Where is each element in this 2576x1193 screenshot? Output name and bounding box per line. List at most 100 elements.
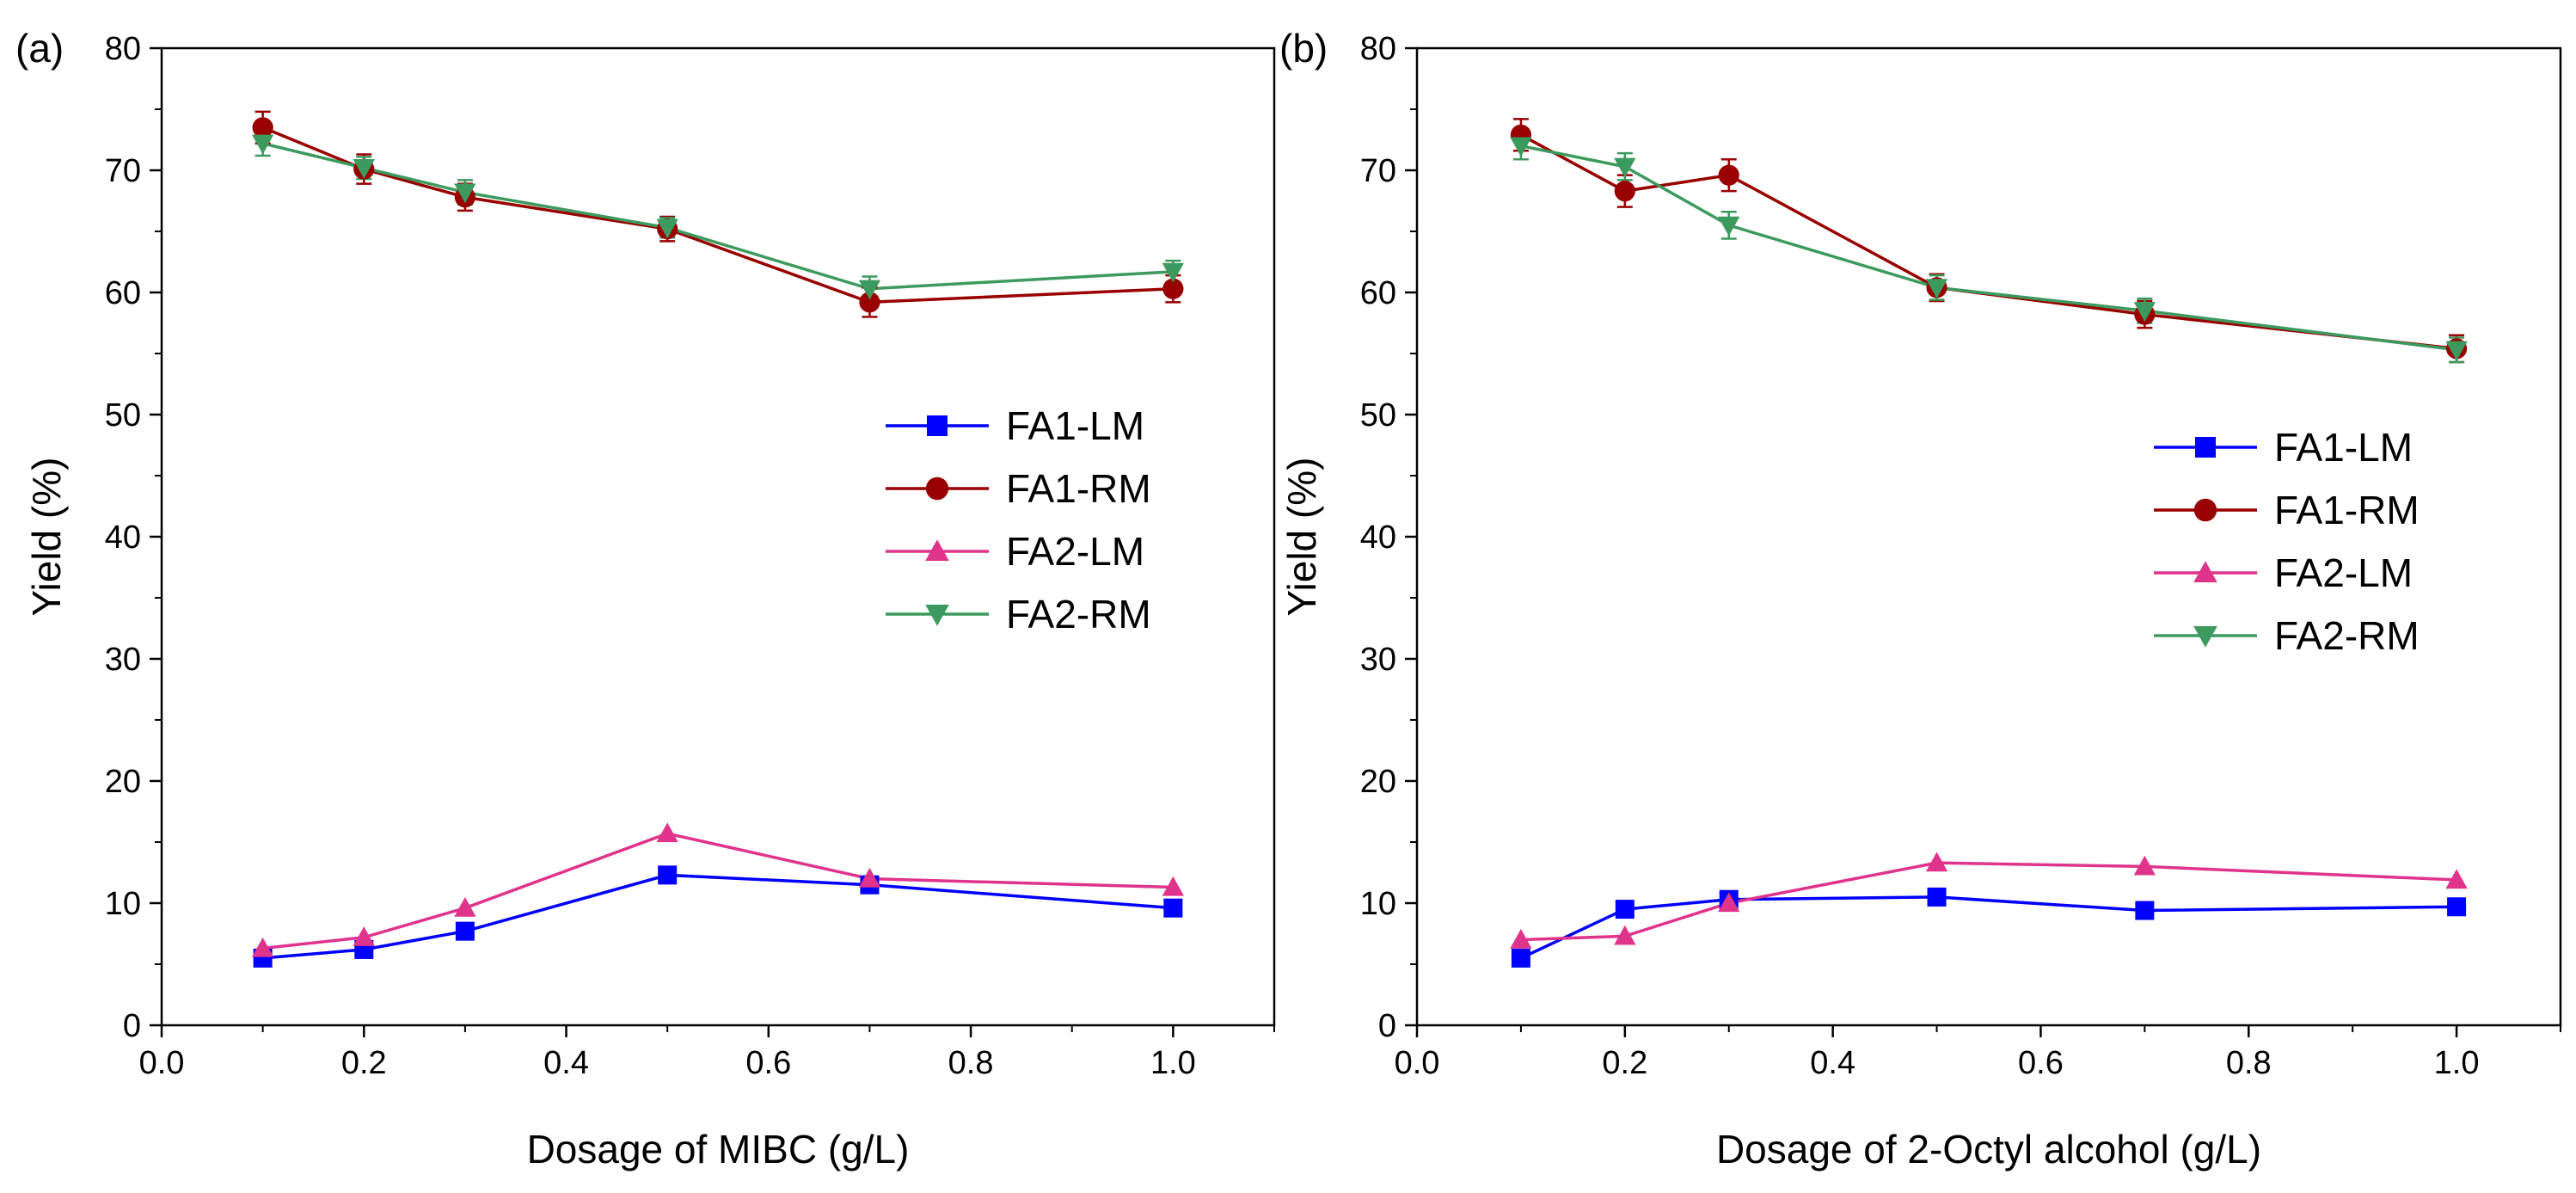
legend-marker-FA2-LM bbox=[2193, 561, 2217, 583]
legend-marker-FA1-RM bbox=[925, 477, 949, 501]
x-tick-label: 0.4 bbox=[543, 1045, 589, 1081]
legend-marker-FA1-LM bbox=[927, 415, 948, 436]
y-axis-title: Yield (%) bbox=[1279, 458, 1324, 617]
data-point-FA2-RM bbox=[656, 218, 678, 239]
y-tick-label: 10 bbox=[105, 886, 141, 922]
data-point-FA2-LM bbox=[1925, 852, 1948, 872]
panel-label: (a) bbox=[15, 26, 64, 71]
y-tick-label: 50 bbox=[105, 397, 141, 434]
y-tick-label: 80 bbox=[1360, 31, 1396, 67]
data-point-FA2-RM bbox=[2445, 341, 2468, 361]
data-point-FA1-LM bbox=[1927, 887, 1947, 907]
data-point-FA2-LM bbox=[251, 937, 274, 957]
x-tick-label: 0.2 bbox=[341, 1045, 387, 1081]
x-tick-label: 1.0 bbox=[2434, 1045, 2480, 1081]
y-tick-label: 30 bbox=[1360, 642, 1396, 678]
y-tick-label: 20 bbox=[1360, 764, 1396, 800]
panel-b: 0 10 20 30 40 50 60 70 80 0.0 0.2 0.4 0.6 0.8 1.0 Dosag… bbox=[1279, 26, 2562, 1171]
series-line-FA2-RM bbox=[262, 142, 1174, 291]
y-axis-title: Yield (%) bbox=[24, 458, 69, 617]
data-point-FA1-LM bbox=[1511, 948, 1530, 968]
data-point-FA2-LM bbox=[454, 897, 476, 917]
series-line-FA2-LM bbox=[262, 832, 1174, 950]
y-tick-label: 40 bbox=[1360, 520, 1396, 556]
data-point-FA1-LM bbox=[658, 865, 678, 885]
legend-label-FA2-RM: FA2-RM bbox=[1006, 592, 1151, 636]
series-line-FA2-LM bbox=[1520, 861, 2457, 942]
series-line-FA1-RM bbox=[1520, 133, 2457, 351]
legend-label-FA1-RM: FA1-RM bbox=[2274, 488, 2420, 532]
x-tick-label: 0.0 bbox=[139, 1045, 185, 1081]
data-point-FA1-LM bbox=[2135, 901, 2155, 920]
data-point-FA1-LM bbox=[1615, 900, 1635, 919]
panel-label: (b) bbox=[1279, 26, 1328, 71]
series-line-FA1-RM bbox=[261, 126, 1174, 304]
legend-label-FA1-RM: FA1-RM bbox=[1006, 466, 1151, 511]
legend-label-FA2-RM: FA2-RM bbox=[2274, 613, 2420, 658]
x-tick-label: 0.6 bbox=[745, 1045, 791, 1081]
y-tick-label: 0 bbox=[123, 1008, 141, 1044]
series-line-FA1-LM bbox=[1520, 895, 2457, 960]
legend-marker-FA2-RM bbox=[925, 604, 949, 626]
data-point-FA2-LM bbox=[2445, 869, 2468, 889]
y-tick-label: 50 bbox=[1360, 397, 1396, 434]
x-tick-label: 1.0 bbox=[1150, 1045, 1196, 1081]
legend-marker-FA1-LM bbox=[2195, 437, 2216, 458]
data-point-FA1-RM bbox=[1614, 181, 1635, 202]
legend-marker-FA2-RM bbox=[2193, 625, 2217, 648]
legend-label-FA2-LM: FA2-LM bbox=[1006, 529, 1144, 574]
y-tick-label: 70 bbox=[1360, 153, 1396, 189]
legend-marker-FA2-LM bbox=[925, 539, 949, 562]
y-tick-label: 80 bbox=[105, 31, 141, 67]
data-point-FA1-RM bbox=[252, 117, 273, 138]
y-tick-label: 10 bbox=[1360, 886, 1396, 922]
x-tick-label: 0.8 bbox=[948, 1045, 994, 1081]
legend-label-FA1-LM: FA1-LM bbox=[1006, 403, 1144, 448]
y-tick-label: 30 bbox=[105, 642, 141, 678]
data-point-FA2-LM bbox=[2133, 855, 2156, 876]
x-tick-label: 0.2 bbox=[1602, 1045, 1647, 1081]
y-tick-label: 60 bbox=[105, 275, 141, 311]
data-point-FA2-LM bbox=[858, 867, 881, 888]
x-tick-label: 0.6 bbox=[2018, 1045, 2064, 1081]
y-tick-label: 60 bbox=[1360, 275, 1396, 311]
data-point-FA2-RM bbox=[251, 134, 274, 155]
data-point-FA2-RM bbox=[1925, 279, 1948, 298]
x-tick-label: 0.4 bbox=[1810, 1045, 1855, 1081]
data-point-FA2-LM bbox=[1614, 925, 1636, 945]
data-point-FA1-LM bbox=[455, 921, 475, 941]
data-point-FA2-RM bbox=[1162, 262, 1185, 283]
legend-label-FA1-LM: FA1-LM bbox=[2274, 425, 2413, 470]
legend-marker-FA1-RM bbox=[2193, 498, 2217, 522]
x-tick-label: 0.0 bbox=[1395, 1045, 1440, 1081]
data-point-FA2-RM bbox=[1614, 157, 1636, 178]
data-point-FA2-RM bbox=[353, 159, 375, 179]
data-point-FA2-RM bbox=[454, 183, 476, 204]
x-axis-title: Dosage of MIBC (g/L) bbox=[527, 1127, 910, 1171]
data-point-FA2-RM bbox=[1718, 216, 1740, 237]
data-point-FA2-RM bbox=[858, 280, 881, 300]
legend-label-FA2-LM: FA2-LM bbox=[2274, 550, 2413, 595]
data-point-FA1-RM bbox=[1718, 164, 1739, 186]
x-tick-label: 0.8 bbox=[2226, 1045, 2272, 1081]
data-point-FA2-LM bbox=[1162, 876, 1185, 896]
y-tick-label: 40 bbox=[105, 520, 141, 556]
data-point-FA2-RM bbox=[1510, 137, 1532, 157]
y-tick-label: 20 bbox=[105, 764, 141, 800]
data-point-FA2-RM bbox=[2133, 302, 2156, 322]
data-point-FA2-LM bbox=[1718, 892, 1740, 913]
panel-a: 0 10 20 30 40 50 60 70 80 0.0 0.2 0.4 0.6 0.8 1.0 Dosag… bbox=[15, 26, 1276, 1171]
series-line-FA1-LM bbox=[262, 873, 1174, 960]
y-tick-label: 0 bbox=[1378, 1008, 1396, 1044]
x-axis-title: Dosage of 2-Octyl alcohol (g/L) bbox=[1716, 1127, 2261, 1171]
data-point-FA1-RM bbox=[1162, 278, 1184, 299]
data-point-FA2-LM bbox=[656, 822, 678, 843]
y-tick-label: 70 bbox=[105, 153, 141, 189]
data-point-FA1-LM bbox=[2447, 897, 2467, 917]
data-point-FA2-LM bbox=[353, 926, 375, 946]
series-line-FA2-RM bbox=[1520, 144, 2457, 352]
data-point-FA1-RM bbox=[859, 292, 880, 313]
data-point-FA2-LM bbox=[1510, 928, 1532, 949]
